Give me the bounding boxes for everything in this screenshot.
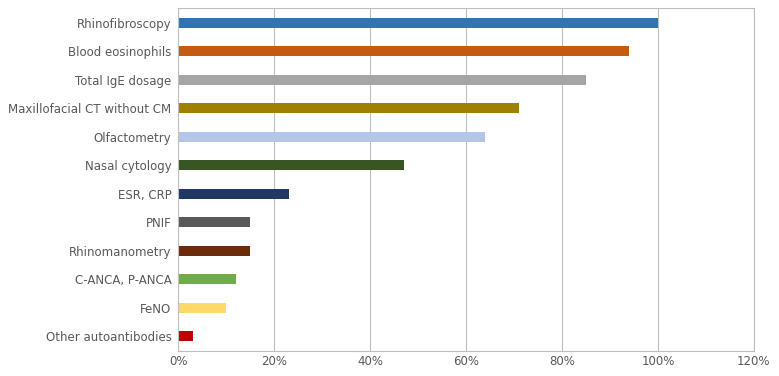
Bar <box>178 46 629 56</box>
Bar <box>178 74 586 85</box>
Bar <box>178 274 236 284</box>
Bar <box>178 303 227 313</box>
Bar <box>178 246 250 256</box>
Bar <box>178 331 192 341</box>
Bar <box>178 189 289 199</box>
Bar <box>178 18 658 27</box>
Bar <box>178 217 250 227</box>
Bar <box>178 160 404 170</box>
Bar <box>178 103 519 113</box>
Bar <box>178 132 485 142</box>
